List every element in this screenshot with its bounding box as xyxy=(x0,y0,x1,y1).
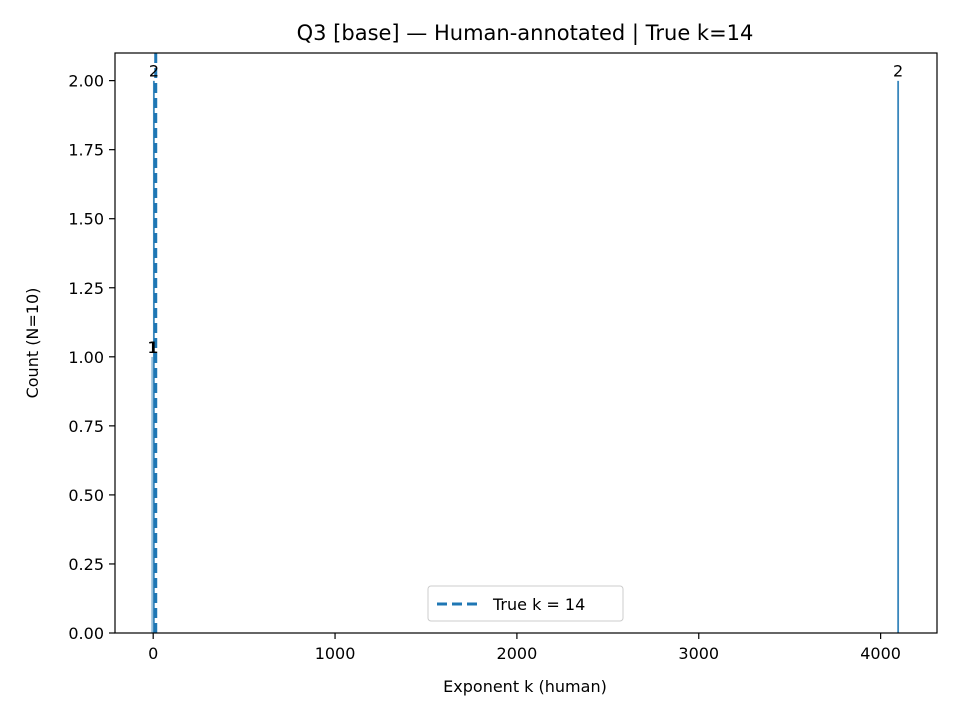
bar-count-label: 1 xyxy=(148,338,158,357)
histogram-bar xyxy=(896,80,900,634)
x-axis-ticks: 0 1000 2000 3000 4000 xyxy=(148,633,901,663)
x-tick-label: 0 xyxy=(148,644,158,663)
chart-title: Q3 [base] — Human-annotated | True k=14 xyxy=(297,21,754,46)
x-tick-label: 2000 xyxy=(497,644,538,663)
y-axis-ticks: 0.00 0.25 0.50 0.75 1.00 1.25 1.50 1.75 2.00 xyxy=(68,72,115,643)
y-tick-label: 1.00 xyxy=(68,348,104,367)
bars-layer xyxy=(151,80,900,634)
x-tick-label: 3000 xyxy=(678,644,719,663)
y-tick-label: 2.00 xyxy=(68,72,104,91)
y-tick-label: 0.00 xyxy=(68,624,104,643)
legend: True k = 14 xyxy=(427,585,624,622)
bar-count-label: 2 xyxy=(149,62,159,81)
x-tick-label: 4000 xyxy=(860,644,901,663)
bar-count-label: 1 xyxy=(147,338,157,357)
y-axis-label: Count (N=10) xyxy=(23,288,42,399)
y-tick-label: 0.75 xyxy=(68,417,104,436)
legend-entry-true-k: True k = 14 xyxy=(492,595,585,614)
x-tick-label: 1000 xyxy=(315,644,356,663)
legend-box xyxy=(427,585,624,622)
bar-labels: 112 2 xyxy=(147,62,903,357)
y-tick-label: 1.75 xyxy=(68,141,104,160)
bar-count-label: 2 xyxy=(893,62,903,81)
x-axis-label: Exponent k (human) xyxy=(443,677,607,696)
y-tick-label: 0.50 xyxy=(68,486,104,505)
y-tick-label: 1.50 xyxy=(68,210,104,229)
plot-frame xyxy=(114,52,938,634)
y-tick-label: 0.25 xyxy=(68,555,104,574)
y-tick-label: 1.25 xyxy=(68,279,104,298)
